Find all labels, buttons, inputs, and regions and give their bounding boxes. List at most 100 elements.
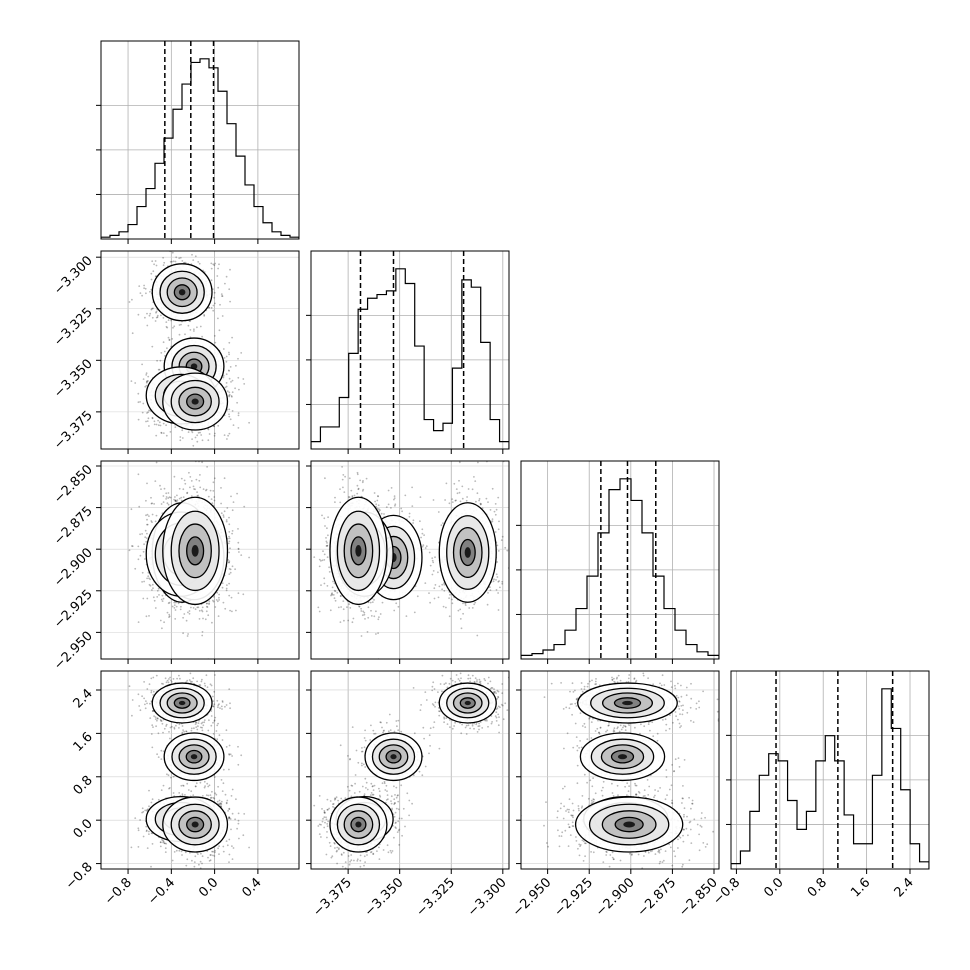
sample-point [462,612,464,615]
sample-point [138,505,141,508]
sample-point [165,496,168,498]
sample-point [174,500,177,503]
sample-point [440,524,443,527]
sample-point [474,601,477,604]
sample-point [491,518,494,520]
sample-point [497,592,499,594]
sample-point [174,496,176,498]
sample-point [228,408,231,411]
sample-point [197,494,200,497]
sample-point [168,339,171,341]
sample-point [131,545,134,548]
sample-point [156,359,159,362]
sample-point [237,357,239,360]
sample-point [223,477,226,480]
sample-point [497,550,500,552]
sample-point [497,580,500,583]
sample-point [213,496,216,498]
panel-frame [100,460,300,660]
sample-point [146,523,149,526]
sample-point [217,424,220,427]
sample-point [151,417,154,420]
sample-point [445,606,447,609]
sample-point [495,573,498,576]
sample-point [473,603,476,606]
sample-point [240,554,243,556]
sample-point [191,253,193,256]
sample-point [159,424,162,427]
sample-point [210,267,213,270]
sample-point [145,615,148,618]
sample-point [459,608,462,611]
sample-point [201,439,204,442]
sample-point [178,487,181,490]
sample-point [428,592,430,594]
sample-point [156,316,159,318]
sample-point [214,302,216,305]
sample-point [228,531,231,533]
sample-point [147,375,150,378]
sample-point [376,499,379,502]
sample-point [222,376,225,379]
sample-point [151,589,153,591]
sample-point [174,499,177,502]
sample-point [188,612,191,615]
sample-point [456,492,459,495]
sample-point [242,593,245,596]
sample-point [152,307,154,310]
sample-point [173,475,176,478]
sample-point [152,270,155,273]
sample-point [158,594,160,596]
sample-point [131,298,133,301]
sample-point [207,439,210,442]
sample-point [165,434,168,437]
sample-point [204,618,207,621]
sample-point [210,306,213,309]
sample-point [340,606,342,608]
sample-point [148,515,150,517]
sample-point [196,440,199,443]
sample-point [231,565,234,568]
sample-point [141,533,144,535]
sample-point [180,605,182,608]
sample-point [500,539,503,541]
sample-point [168,615,171,618]
sample-point [225,382,228,384]
sample-point [493,578,495,581]
sample-point [145,499,147,502]
sample-point [149,584,152,587]
sample-point [156,314,159,317]
sample-point [221,295,223,297]
sample-point [157,419,160,422]
sample-point [485,497,488,500]
sample-point [167,497,170,499]
sample-point [462,602,464,605]
sample-point [419,496,422,498]
sample-point [163,621,166,624]
sample-point [182,488,185,491]
sample-point [199,474,201,476]
sample-point [218,599,221,601]
sample-point [455,488,458,490]
sample-point [218,329,221,332]
sample-point [497,609,500,611]
contour-level [178,289,186,296]
sample-point [162,501,165,503]
sample-point [235,364,237,367]
sample-point [163,350,166,353]
sample-point [162,422,165,425]
sample-point [211,450,213,452]
sample-point [214,262,217,265]
sample-point [184,482,187,485]
sample-point [162,341,165,344]
panel-frame [100,40,300,240]
sample-point [222,348,225,350]
sample-point [227,369,230,372]
sample-point [128,301,131,303]
sample-point [225,519,228,521]
sample-point [477,461,479,464]
sample-point [155,423,158,426]
sample-point [237,376,240,379]
sample-point [179,608,182,611]
sample-point [198,609,201,612]
